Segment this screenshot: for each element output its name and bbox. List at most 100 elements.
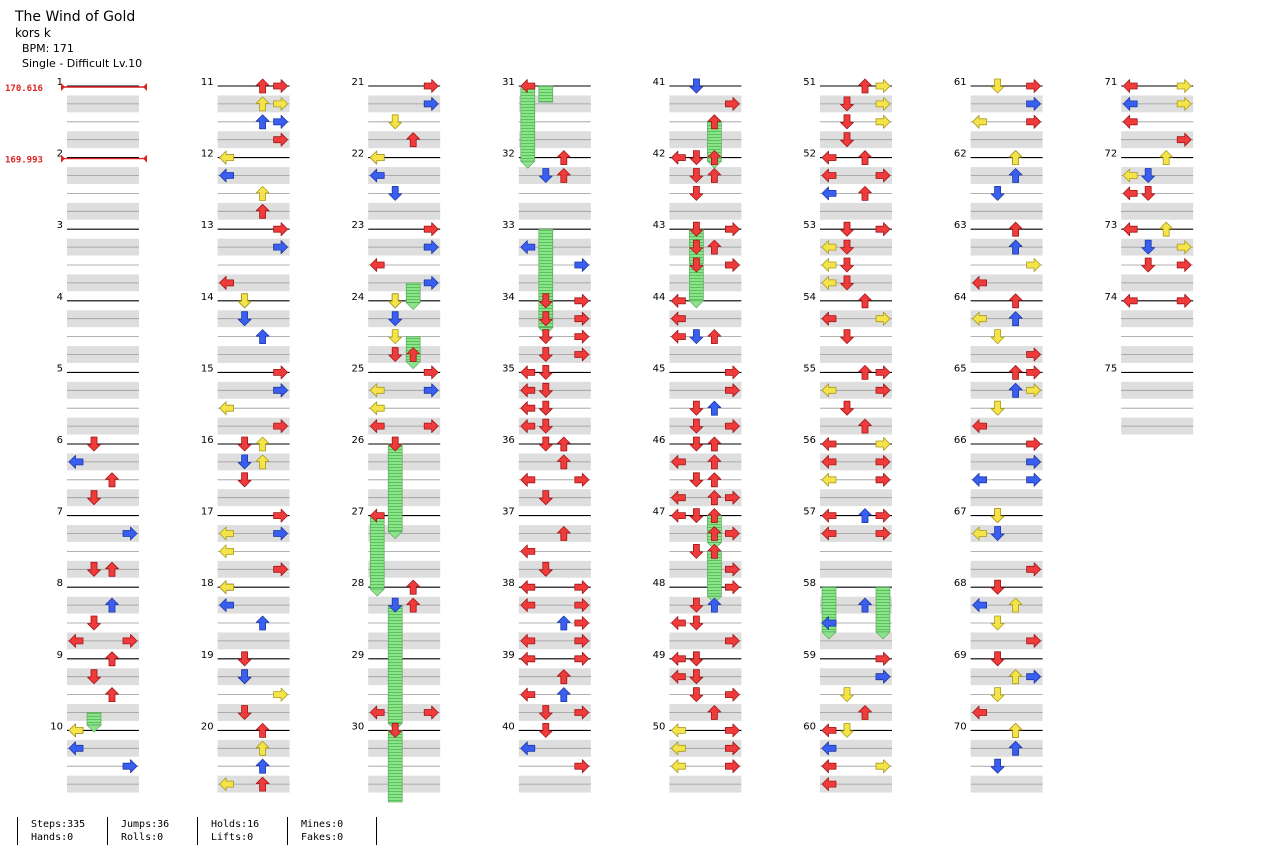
arrow-up-icon bbox=[255, 740, 270, 756]
arrow-right-icon bbox=[423, 365, 439, 380]
measure-number: 2 bbox=[57, 149, 63, 160]
arrow-down-icon bbox=[840, 239, 854, 255]
arrow-left-icon bbox=[369, 419, 385, 434]
bpm-cap bbox=[61, 154, 65, 163]
arrow-down-icon bbox=[990, 651, 1005, 667]
arrow-left-icon bbox=[219, 580, 235, 595]
arrow-up-icon bbox=[858, 364, 872, 380]
measure-34: 34 bbox=[502, 292, 591, 363]
measure-54: 54 bbox=[803, 292, 892, 363]
bpm-label: 170.616 bbox=[5, 84, 43, 94]
measure-number: 31 bbox=[502, 77, 515, 88]
arrow-right-icon bbox=[1026, 97, 1041, 111]
holds-layer bbox=[86, 85, 891, 803]
arrow-right-icon bbox=[725, 258, 740, 272]
arrow-down-icon bbox=[689, 150, 704, 166]
measures-layer: 1234567891011121314151617181920212223242… bbox=[50, 77, 1194, 793]
arrow-up-icon bbox=[556, 454, 571, 470]
arrow-down-icon bbox=[87, 561, 101, 577]
stat-lifts: Lifts:0 bbox=[211, 832, 254, 843]
arrow-left-icon bbox=[972, 275, 987, 290]
measure-number: 10 bbox=[50, 721, 63, 732]
arrow-up-icon bbox=[858, 418, 872, 434]
arrow-up-icon bbox=[858, 597, 872, 613]
measure-75: 75 bbox=[1104, 363, 1194, 435]
arrow-up-icon bbox=[255, 758, 270, 774]
arrow-up-icon bbox=[255, 114, 270, 130]
measure-31: 31 bbox=[502, 77, 591, 149]
arrow-left-icon bbox=[520, 419, 536, 434]
measure-37: 37 bbox=[502, 507, 591, 578]
arrow-left-icon bbox=[972, 705, 987, 720]
arrow-right-icon bbox=[1026, 634, 1041, 648]
arrow-right-icon bbox=[1176, 293, 1192, 308]
measure-number: 19 bbox=[201, 650, 214, 661]
measure-number: 32 bbox=[502, 149, 515, 160]
measure-number: 36 bbox=[502, 435, 515, 446]
measure-number: 51 bbox=[803, 77, 816, 88]
arrow-left-icon bbox=[821, 723, 837, 738]
arrow-right-icon bbox=[725, 419, 740, 434]
arrow-up-icon bbox=[1008, 364, 1023, 380]
measure-number: 75 bbox=[1104, 363, 1117, 374]
song-artist: kors k bbox=[15, 26, 51, 40]
stat-holds: Holds:16 bbox=[211, 819, 260, 830]
arrow-left-icon bbox=[671, 616, 686, 630]
arrow-down-icon bbox=[87, 615, 101, 631]
measure-number: 42 bbox=[653, 149, 666, 160]
arrow-right-icon bbox=[875, 759, 891, 774]
arrow-right-icon bbox=[574, 258, 590, 272]
measure-number: 58 bbox=[803, 578, 816, 589]
arrow-right-icon bbox=[273, 508, 289, 523]
measure-number: 40 bbox=[502, 721, 515, 732]
arrow-right-icon bbox=[1026, 79, 1041, 93]
arrow-left-icon bbox=[821, 472, 837, 487]
arrow-right-icon bbox=[574, 311, 590, 326]
arrow-right-icon bbox=[875, 168, 891, 183]
bpm-cap bbox=[61, 83, 65, 91]
arrow-down-icon bbox=[538, 705, 553, 720]
measure-number: 1 bbox=[57, 77, 63, 88]
arrow-up-icon bbox=[105, 687, 119, 702]
arrow-right-icon bbox=[875, 472, 891, 487]
arrow-up-icon bbox=[255, 78, 270, 94]
arrow-down-icon bbox=[689, 78, 704, 94]
measure-27: 27 bbox=[351, 507, 441, 578]
measure-40: 40 bbox=[502, 721, 591, 793]
arrow-left-icon bbox=[821, 437, 837, 451]
arrow-down-icon bbox=[237, 651, 252, 667]
arrow-right-icon bbox=[725, 383, 740, 398]
arrow-right-icon bbox=[273, 240, 289, 255]
arrow-left-icon bbox=[1122, 168, 1138, 183]
bpm-cap bbox=[143, 83, 147, 91]
arrow-down-icon bbox=[538, 382, 553, 398]
arrow-left-icon bbox=[369, 401, 385, 416]
measure-number: 22 bbox=[351, 149, 364, 160]
measure-28: 28 bbox=[351, 578, 441, 650]
arrow-up-icon bbox=[707, 400, 722, 416]
arrow-down-icon bbox=[840, 132, 854, 148]
measure-20: 20 bbox=[201, 721, 290, 793]
measure-number: 68 bbox=[954, 578, 967, 589]
arrow-left-icon bbox=[219, 275, 235, 290]
measure-number: 6 bbox=[57, 435, 63, 446]
measure-number: 7 bbox=[57, 507, 63, 518]
arrow-right-icon bbox=[1176, 258, 1192, 272]
arrow-right-icon bbox=[574, 634, 590, 648]
arrow-down-icon bbox=[538, 400, 553, 416]
arrow-right-icon bbox=[725, 222, 740, 237]
measure-number: 70 bbox=[954, 721, 967, 732]
arrow-right-icon bbox=[1176, 240, 1192, 255]
arrow-left-icon bbox=[520, 741, 536, 756]
measure-53: 53 bbox=[803, 220, 892, 292]
stat-fakes: Fakes:0 bbox=[301, 832, 344, 843]
song-title: The Wind of Gold bbox=[15, 9, 136, 25]
arrow-down-icon bbox=[689, 257, 704, 273]
arrow-right-icon bbox=[1026, 562, 1041, 577]
bpm-cap bbox=[143, 154, 147, 163]
arrow-right-icon bbox=[423, 222, 439, 237]
song-bpm: BPM: 171 bbox=[22, 42, 74, 55]
arrow-up-icon bbox=[1008, 740, 1023, 756]
arrow-left-icon bbox=[219, 777, 235, 791]
arrow-left-icon bbox=[821, 258, 837, 272]
